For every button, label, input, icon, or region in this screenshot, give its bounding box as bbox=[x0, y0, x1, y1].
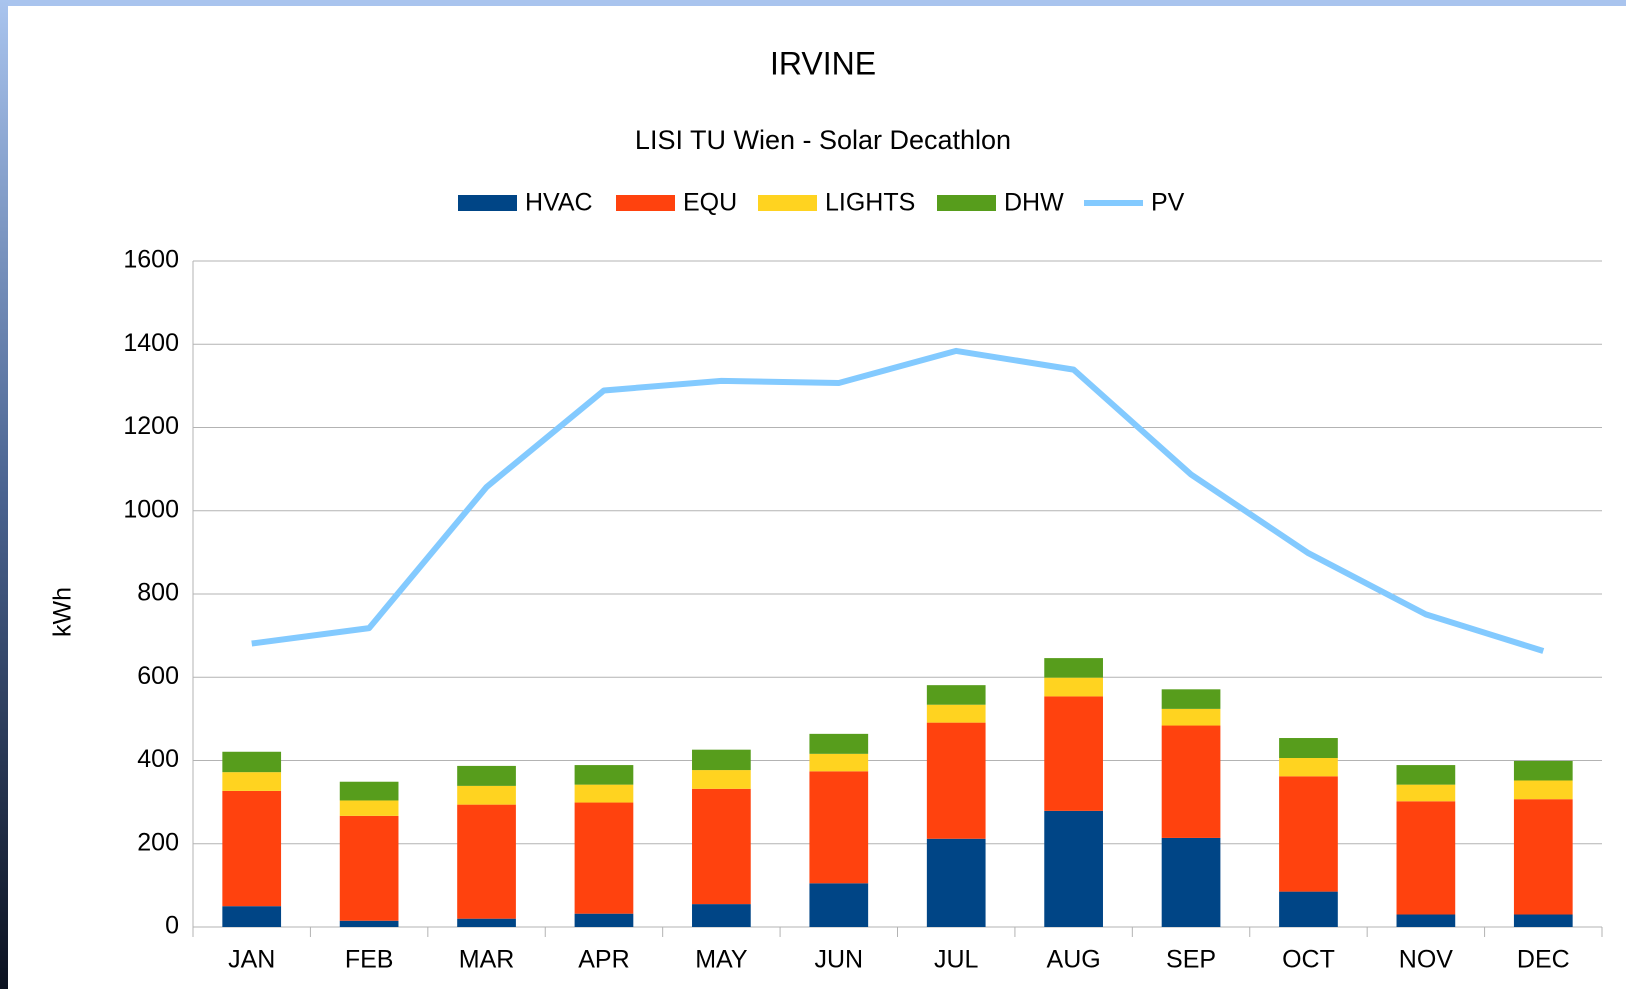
x-tick-label: SEP bbox=[1166, 946, 1216, 974]
y-tick-label: 800 bbox=[137, 579, 179, 607]
bar bbox=[1044, 658, 1103, 678]
chart-title: IRVINE bbox=[770, 45, 876, 81]
bar bbox=[457, 785, 516, 805]
x-tick-label: OCT bbox=[1282, 946, 1335, 974]
bar bbox=[1044, 696, 1103, 811]
bar bbox=[1513, 780, 1573, 800]
x-tick-label: MAY bbox=[695, 946, 748, 974]
x-tick-label: JUN bbox=[814, 946, 863, 974]
bar bbox=[1396, 765, 1456, 785]
bar bbox=[457, 804, 516, 919]
bar bbox=[692, 770, 751, 789]
bar bbox=[574, 765, 634, 785]
y-tick-label: 1000 bbox=[123, 495, 179, 523]
x-tick-label: JUL bbox=[934, 946, 979, 974]
bar bbox=[809, 753, 869, 772]
window-top-bar bbox=[0, 0, 1626, 6]
bar bbox=[339, 815, 399, 921]
x-tick-label: DEC bbox=[1517, 946, 1570, 974]
y-tick-label: 200 bbox=[137, 828, 179, 856]
bar bbox=[1396, 801, 1456, 915]
legend-swatch bbox=[758, 195, 817, 211]
y-tick-label: 400 bbox=[137, 745, 179, 773]
x-tick-label: JAN bbox=[228, 946, 275, 974]
bar bbox=[1161, 725, 1221, 838]
bar bbox=[222, 790, 282, 907]
bar bbox=[1161, 708, 1221, 726]
x-tick-label: APR bbox=[578, 946, 629, 974]
bar bbox=[1513, 799, 1573, 915]
bar bbox=[222, 906, 282, 927]
y-tick-label: 1400 bbox=[123, 329, 179, 357]
x-tick-label: NOV bbox=[1399, 946, 1454, 974]
x-tick-label: FEB bbox=[345, 946, 394, 974]
y-tick-label: 1200 bbox=[123, 412, 179, 440]
bar bbox=[1044, 677, 1103, 697]
bar bbox=[1279, 776, 1338, 892]
bar bbox=[692, 904, 751, 927]
bar bbox=[457, 765, 516, 786]
legend-swatch bbox=[616, 195, 675, 211]
x-tick-label: AUG bbox=[1047, 946, 1101, 974]
bar bbox=[1161, 837, 1221, 927]
legend-swatch bbox=[937, 195, 996, 211]
bar bbox=[222, 772, 282, 791]
bar bbox=[926, 685, 986, 705]
bar bbox=[1396, 784, 1456, 802]
bar bbox=[809, 771, 869, 884]
y-axis-label: kWh bbox=[49, 587, 77, 637]
bar bbox=[809, 883, 869, 927]
y-tick-label: 1600 bbox=[123, 246, 179, 274]
bar bbox=[926, 838, 986, 927]
bar bbox=[339, 781, 399, 801]
bar bbox=[574, 784, 634, 803]
bar bbox=[926, 722, 986, 839]
bar bbox=[1279, 738, 1338, 759]
bar bbox=[1513, 760, 1573, 781]
bar bbox=[574, 913, 634, 927]
bar bbox=[1279, 891, 1338, 927]
legend-label: LIGHTS bbox=[825, 189, 915, 217]
window-left-bar bbox=[0, 0, 8, 989]
bar bbox=[1513, 914, 1573, 927]
legend-label: HVAC bbox=[525, 189, 593, 217]
bar bbox=[692, 788, 751, 905]
bar bbox=[1279, 758, 1338, 777]
legend-label: DHW bbox=[1004, 189, 1064, 217]
chart-subtitle: LISI TU Wien - Solar Decathlon bbox=[635, 125, 1011, 155]
bar bbox=[339, 800, 399, 816]
x-tick-label: MAR bbox=[459, 946, 515, 974]
bar bbox=[1044, 810, 1103, 927]
bar bbox=[574, 802, 634, 914]
legend-label: EQU bbox=[683, 189, 737, 217]
bar bbox=[926, 704, 986, 723]
bar bbox=[222, 751, 282, 773]
legend-label: PV bbox=[1151, 189, 1185, 217]
bar bbox=[1396, 914, 1456, 927]
bar bbox=[809, 733, 869, 754]
line bbox=[251, 347, 1545, 654]
bar bbox=[339, 920, 399, 927]
bar bbox=[692, 749, 751, 771]
y-tick-label: 0 bbox=[165, 912, 179, 940]
bar bbox=[1161, 689, 1221, 709]
bar bbox=[457, 918, 516, 927]
y-tick-label: 600 bbox=[137, 662, 179, 690]
legend-swatch bbox=[458, 195, 517, 211]
